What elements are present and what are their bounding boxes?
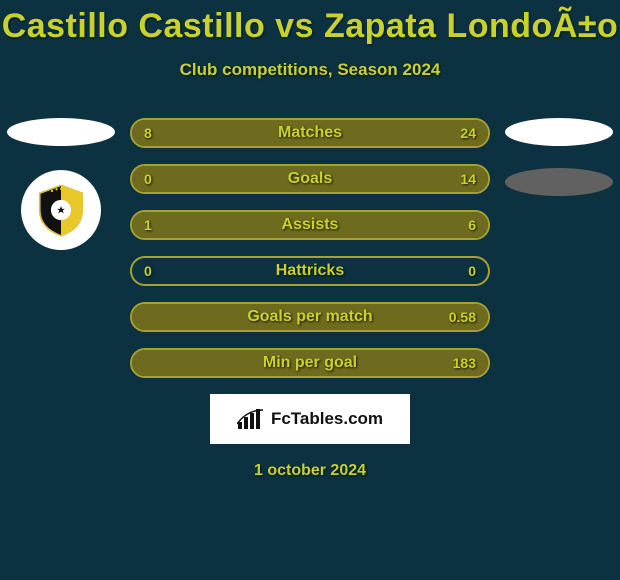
- right-player-column: [504, 118, 614, 196]
- stat-label: Matches: [132, 120, 488, 146]
- stat-value-left: 0: [144, 166, 152, 192]
- stat-row: Min per goal183: [130, 348, 490, 378]
- stat-label: Min per goal: [132, 350, 488, 376]
- content-area: Matches824Goals014Assists16Hattricks00Go…: [0, 118, 620, 480]
- stat-label: Goals: [132, 166, 488, 192]
- page-title: Castillo Castillo vs Zapata LondoÃ±o: [0, 7, 620, 46]
- stat-row: Assists1 6: [130, 210, 490, 240]
- left-team-badge: [21, 170, 101, 250]
- stat-value-right: 183: [453, 350, 476, 376]
- stat-value-left: 0: [144, 258, 152, 284]
- stat-value-right: 6: [468, 212, 476, 238]
- stat-row: Goals0 14: [130, 164, 490, 194]
- stats-list: Matches824Goals014Assists16Hattricks00Go…: [130, 118, 490, 378]
- stat-label: Goals per match: [132, 304, 488, 330]
- left-player-oval: [7, 118, 115, 146]
- comparison-card: Castillo Castillo vs Zapata LondoÃ±o Clu…: [0, 0, 620, 580]
- stat-row: Goals per match0.58: [130, 302, 490, 332]
- footer-brand-box[interactable]: FcTables.com: [210, 394, 410, 444]
- page-subtitle: Club competitions, Season 2024: [0, 60, 620, 80]
- stat-value-left: 8: [144, 120, 152, 146]
- stat-value-left: 1: [144, 212, 152, 238]
- stat-value-right: 14: [460, 166, 476, 192]
- stat-row: Matches8 24: [130, 118, 490, 148]
- shield-icon: [33, 182, 89, 238]
- stat-label: Assists: [132, 212, 488, 238]
- footer-brand-text: FcTables.com: [271, 409, 383, 429]
- stat-label: Hattricks: [132, 258, 488, 284]
- right-player-oval-top: [505, 118, 613, 146]
- left-player-column: [6, 118, 116, 250]
- stat-row: Hattricks0 0: [130, 256, 490, 286]
- stat-value-right: 0.58: [449, 304, 476, 330]
- stat-value-right: 0: [468, 258, 476, 284]
- stat-value-right: 24: [460, 120, 476, 146]
- right-player-oval-bottom: [505, 168, 613, 196]
- barchart-icon: [237, 408, 265, 430]
- footer-date: 1 october 2024: [0, 462, 620, 480]
